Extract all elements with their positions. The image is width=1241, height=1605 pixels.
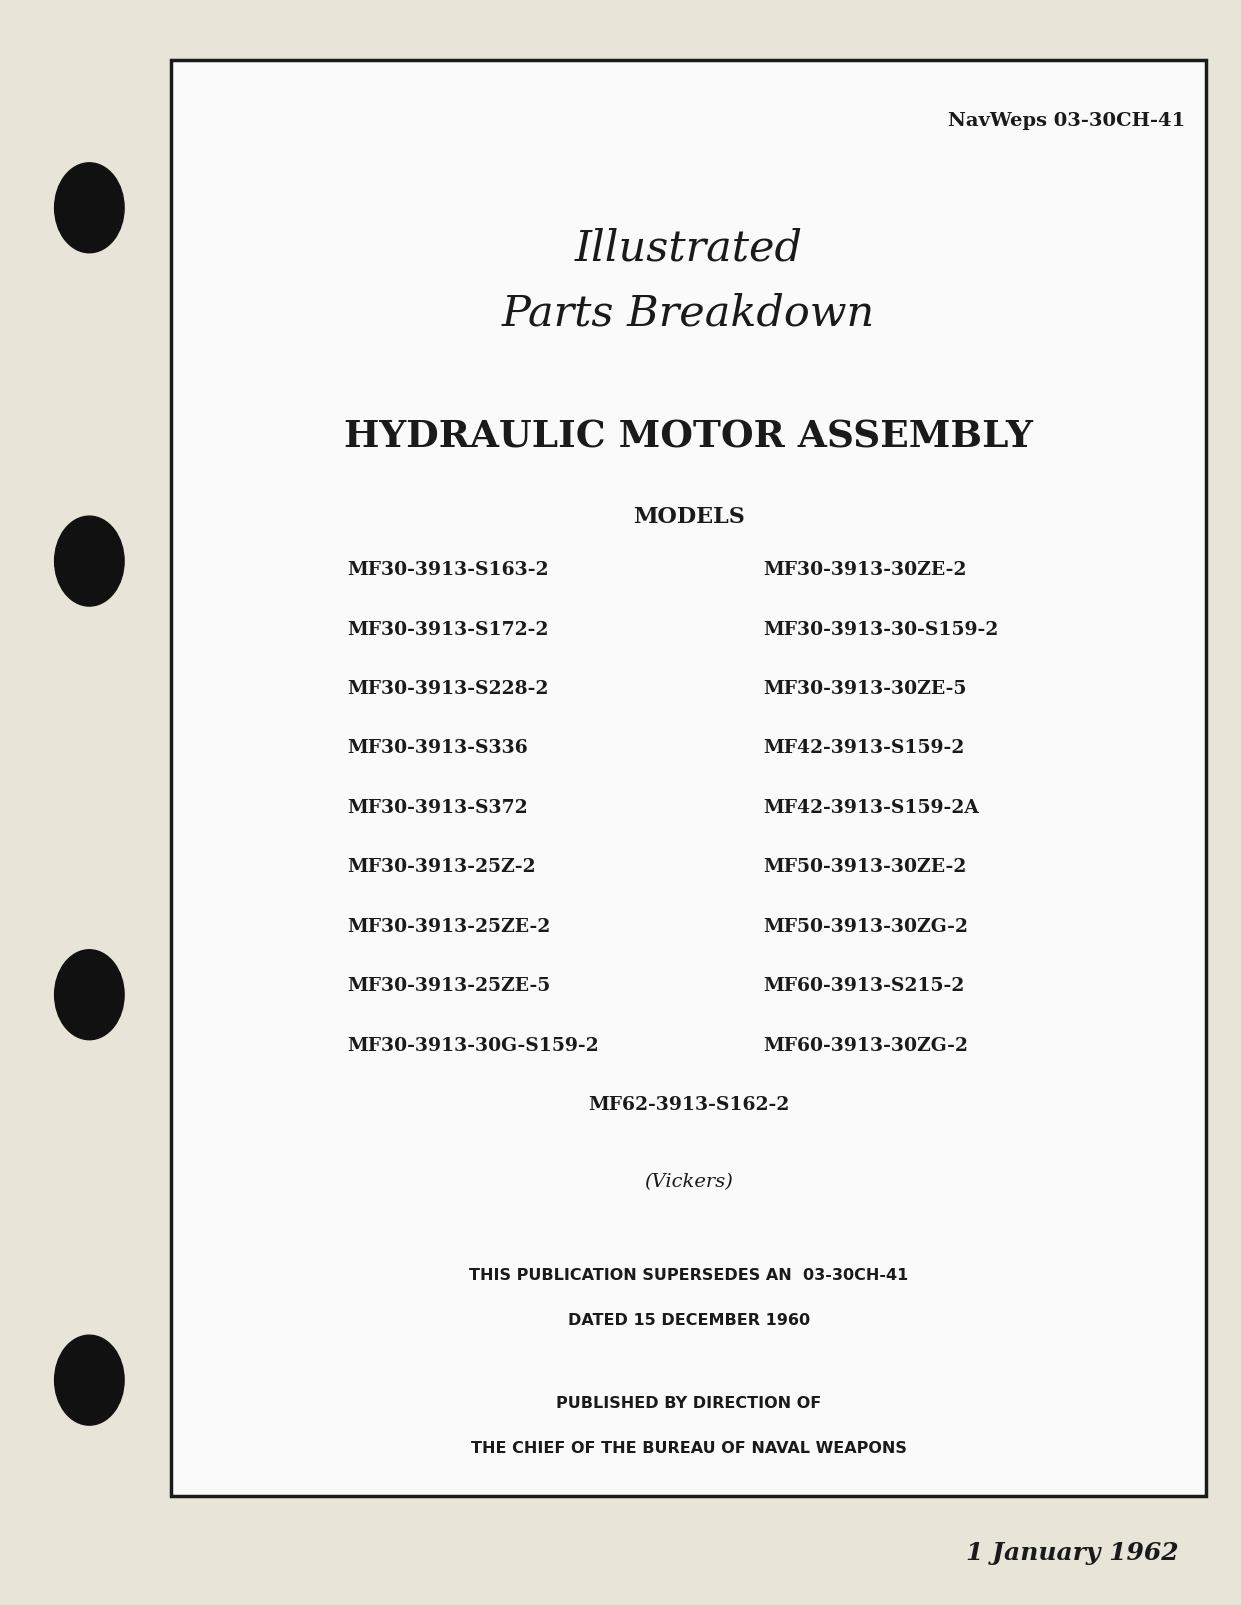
Text: MF60-3913-30ZG-2: MF60-3913-30ZG-2 — [763, 1035, 968, 1054]
Text: PUBLISHED BY DIRECTION OF: PUBLISHED BY DIRECTION OF — [556, 1395, 822, 1411]
Text: MF50-3913-30ZG-2: MF50-3913-30ZG-2 — [763, 916, 968, 936]
Circle shape — [55, 950, 124, 1040]
Text: NavWeps 03-30CH-41: NavWeps 03-30CH-41 — [948, 112, 1185, 130]
Text: Illustrated: Illustrated — [575, 228, 803, 270]
Text: THIS PUBLICATION SUPERSEDES AN  03-30CH-41: THIS PUBLICATION SUPERSEDES AN 03-30CH-4… — [469, 1266, 908, 1282]
Text: THE CHIEF OF THE BUREAU OF NAVAL WEAPONS: THE CHIEF OF THE BUREAU OF NAVAL WEAPONS — [470, 1440, 907, 1456]
Text: MF50-3913-30ZE-2: MF50-3913-30ZE-2 — [763, 857, 967, 876]
Text: MF42-3913-S159-2: MF42-3913-S159-2 — [763, 738, 964, 758]
Text: Parts Breakdown: Parts Breakdown — [503, 292, 875, 334]
Text: MF30-3913-S172-2: MF30-3913-S172-2 — [347, 620, 549, 639]
Text: MF30-3913-30ZE-5: MF30-3913-30ZE-5 — [763, 679, 967, 698]
Circle shape — [55, 1335, 124, 1425]
Circle shape — [55, 164, 124, 254]
Text: MF30-3913-25Z-2: MF30-3913-25Z-2 — [347, 857, 536, 876]
Text: HYDRAULIC MOTOR ASSEMBLY: HYDRAULIC MOTOR ASSEMBLY — [344, 417, 1034, 456]
Text: MF30-3913-30-S159-2: MF30-3913-30-S159-2 — [763, 620, 999, 639]
Text: MF30-3913-30G-S159-2: MF30-3913-30G-S159-2 — [347, 1035, 599, 1054]
Text: DATED 15 DECEMBER 1960: DATED 15 DECEMBER 1960 — [567, 1311, 810, 1327]
Bar — [171, 61, 1206, 1496]
Text: MF30-3913-S372: MF30-3913-S372 — [347, 798, 529, 817]
Text: MODELS: MODELS — [633, 506, 745, 528]
Text: MF30-3913-S336: MF30-3913-S336 — [347, 738, 529, 758]
Text: 1 January 1962: 1 January 1962 — [967, 1541, 1179, 1563]
Text: MF60-3913-S215-2: MF60-3913-S215-2 — [763, 976, 964, 995]
Text: MF62-3913-S162-2: MF62-3913-S162-2 — [588, 1095, 789, 1114]
Text: MF30-3913-S163-2: MF30-3913-S163-2 — [347, 560, 549, 579]
Text: MF30-3913-30ZE-2: MF30-3913-30ZE-2 — [763, 560, 967, 579]
Text: MF30-3913-25ZE-5: MF30-3913-25ZE-5 — [347, 976, 551, 995]
Text: MF42-3913-S159-2A: MF42-3913-S159-2A — [763, 798, 979, 817]
Text: MF30-3913-S228-2: MF30-3913-S228-2 — [347, 679, 549, 698]
Circle shape — [55, 517, 124, 607]
Text: MF30-3913-25ZE-2: MF30-3913-25ZE-2 — [347, 916, 551, 936]
Text: (Vickers): (Vickers) — [644, 1172, 733, 1191]
